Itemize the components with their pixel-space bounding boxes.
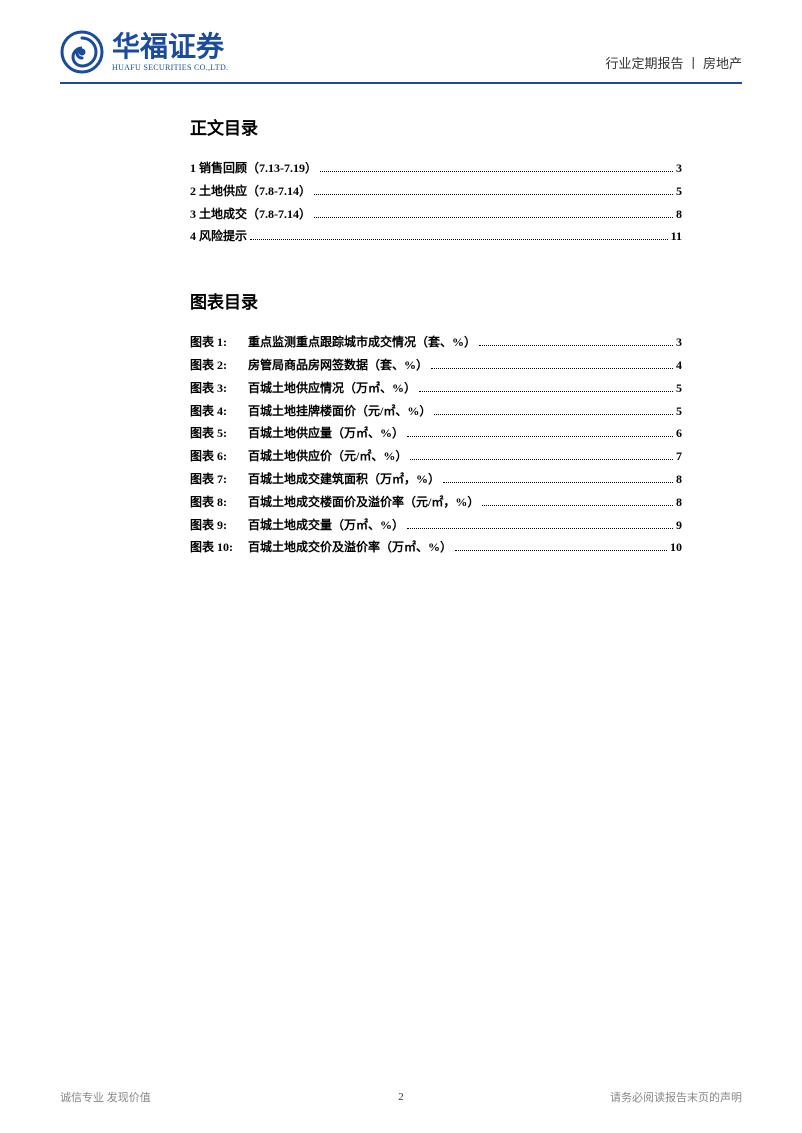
content-area: 正文目录 1 销售回顾（7.13-7.19） 32 土地供应（7.8-7.14）… <box>60 114 742 559</box>
figure-item-page: 7 <box>676 445 682 468</box>
figure-item-label: 百城土地供应价（元/㎡、%） <box>248 445 407 468</box>
figure-item-label: 百城土地挂牌楼面价（元/㎡、%） <box>248 400 431 423</box>
figure-dots <box>410 459 673 460</box>
figure-dots <box>479 345 673 346</box>
footer-page-number: 2 <box>398 1091 404 1103</box>
toc-dots <box>250 239 668 240</box>
figure-item-label: 百城土地成交量（万㎡、%） <box>248 514 404 537</box>
figure-item: 图表 2: 房管局商品房网签数据（套、%） 4 <box>190 354 682 377</box>
toc-dots <box>314 194 673 195</box>
figure-dots <box>431 368 673 369</box>
figure-dots <box>407 528 673 529</box>
toc-item-page: 3 <box>676 157 682 180</box>
logo-block: 华福证券 HUAFU SECURITIES CO.,LTD. <box>60 30 228 74</box>
toc-item-label: 3 土地成交（7.8-7.14） <box>190 203 311 226</box>
figure-item: 图表 5: 百城土地供应量（万㎡、%） 6 <box>190 422 682 445</box>
figure-item-label: 房管局商品房网签数据（套、%） <box>248 354 428 377</box>
figure-item: 图表 7: 百城土地成交建筑面积（万㎡，%） 8 <box>190 468 682 491</box>
figure-item-label: 百城土地成交建筑面积（万㎡，%） <box>248 468 440 491</box>
figure-dots <box>455 550 667 551</box>
figure-item-label: 百城土地供应量（万㎡、%） <box>248 422 404 445</box>
toc-dots <box>314 217 673 218</box>
header-category: 行业定期报告 丨 房地产 <box>605 53 742 74</box>
logo-text-cn: 华福证券 <box>112 33 228 61</box>
toc-item-page: 5 <box>676 180 682 203</box>
toc-item-label: 2 土地供应（7.8-7.14） <box>190 180 311 203</box>
toc-item-label: 1 销售回顾（7.13-7.19） <box>190 157 317 180</box>
figures-block: 图表目录 图表 1: 重点监测重点跟踪城市成交情况（套、%） 3图表 2: 房管… <box>190 288 682 559</box>
figure-item-label: 重点监测重点跟踪城市成交情况（套、%） <box>248 331 476 354</box>
figure-item-prefix: 图表 10: <box>190 536 248 559</box>
logo-swirl-icon <box>60 30 104 74</box>
figure-item-prefix: 图表 5: <box>190 422 248 445</box>
toc-item: 1 销售回顾（7.13-7.19） 3 <box>190 157 682 180</box>
toc-dots <box>320 171 673 172</box>
figure-item-prefix: 图表 9: <box>190 514 248 537</box>
figure-item-page: 9 <box>676 514 682 537</box>
logo-text-block: 华福证券 HUAFU SECURITIES CO.,LTD. <box>112 33 228 72</box>
footer-left: 诚信专业 发现价值 <box>60 1089 151 1105</box>
figure-item-page: 4 <box>676 354 682 377</box>
figure-dots <box>482 505 673 506</box>
footer-right: 请务必阅读报告末页的声明 <box>610 1089 742 1105</box>
figure-dots <box>407 436 673 437</box>
page: 华福证券 HUAFU SECURITIES CO.,LTD. 行业定期报告 丨 … <box>0 0 802 1133</box>
figure-item-label: 百城土地成交楼面价及溢价率（元/㎡，%） <box>248 491 479 514</box>
figure-item-page: 10 <box>670 536 682 559</box>
figure-item-page: 5 <box>676 377 682 400</box>
figure-item: 图表 3: 百城土地供应情况（万㎡、%） 5 <box>190 377 682 400</box>
figure-dots <box>419 391 673 392</box>
toc-item-page: 8 <box>676 203 682 226</box>
figure-item-page: 3 <box>676 331 682 354</box>
figure-item-prefix: 图表 7: <box>190 468 248 491</box>
figures-list: 图表 1: 重点监测重点跟踪城市成交情况（套、%） 3图表 2: 房管局商品房网… <box>190 331 682 559</box>
figure-item-page: 6 <box>676 422 682 445</box>
figure-item: 图表 6: 百城土地供应价（元/㎡、%） 7 <box>190 445 682 468</box>
figure-item-prefix: 图表 1: <box>190 331 248 354</box>
page-footer: 诚信专业 发现价值 2 请务必阅读报告末页的声明 <box>60 1089 742 1105</box>
figure-item-label: 百城土地供应情况（万㎡、%） <box>248 377 416 400</box>
figure-item: 图表 4: 百城土地挂牌楼面价（元/㎡、%） 5 <box>190 400 682 423</box>
figure-item-prefix: 图表 8: <box>190 491 248 514</box>
toc-block: 正文目录 1 销售回顾（7.13-7.19） 32 土地供应（7.8-7.14）… <box>190 114 682 248</box>
figure-item-prefix: 图表 6: <box>190 445 248 468</box>
figure-item: 图表 1: 重点监测重点跟踪城市成交情况（套、%） 3 <box>190 331 682 354</box>
logo-text-en: HUAFU SECURITIES CO.,LTD. <box>112 63 228 72</box>
toc-item-page: 11 <box>671 225 682 248</box>
toc-item: 4 风险提示 11 <box>190 225 682 248</box>
toc-list: 1 销售回顾（7.13-7.19） 32 土地供应（7.8-7.14） 53 土… <box>190 157 682 248</box>
figure-dots <box>443 482 673 483</box>
figure-item-prefix: 图表 4: <box>190 400 248 423</box>
figure-item-page: 8 <box>676 468 682 491</box>
page-header: 华福证券 HUAFU SECURITIES CO.,LTD. 行业定期报告 丨 … <box>60 30 742 84</box>
figure-dots <box>434 414 673 415</box>
figure-item-label: 百城土地成交价及溢价率（万㎡、%） <box>248 536 452 559</box>
figures-title: 图表目录 <box>190 288 682 313</box>
figure-item: 图表 9: 百城土地成交量（万㎡、%） 9 <box>190 514 682 537</box>
figure-item: 图表 10: 百城土地成交价及溢价率（万㎡、%） 10 <box>190 536 682 559</box>
figure-item-prefix: 图表 3: <box>190 377 248 400</box>
toc-item: 3 土地成交（7.8-7.14） 8 <box>190 203 682 226</box>
toc-title: 正文目录 <box>190 114 682 139</box>
figure-item-page: 5 <box>676 400 682 423</box>
toc-item-label: 4 风险提示 <box>190 225 247 248</box>
figure-item-prefix: 图表 2: <box>190 354 248 377</box>
figure-item: 图表 8: 百城土地成交楼面价及溢价率（元/㎡，%） 8 <box>190 491 682 514</box>
toc-item: 2 土地供应（7.8-7.14） 5 <box>190 180 682 203</box>
figure-item-page: 8 <box>676 491 682 514</box>
